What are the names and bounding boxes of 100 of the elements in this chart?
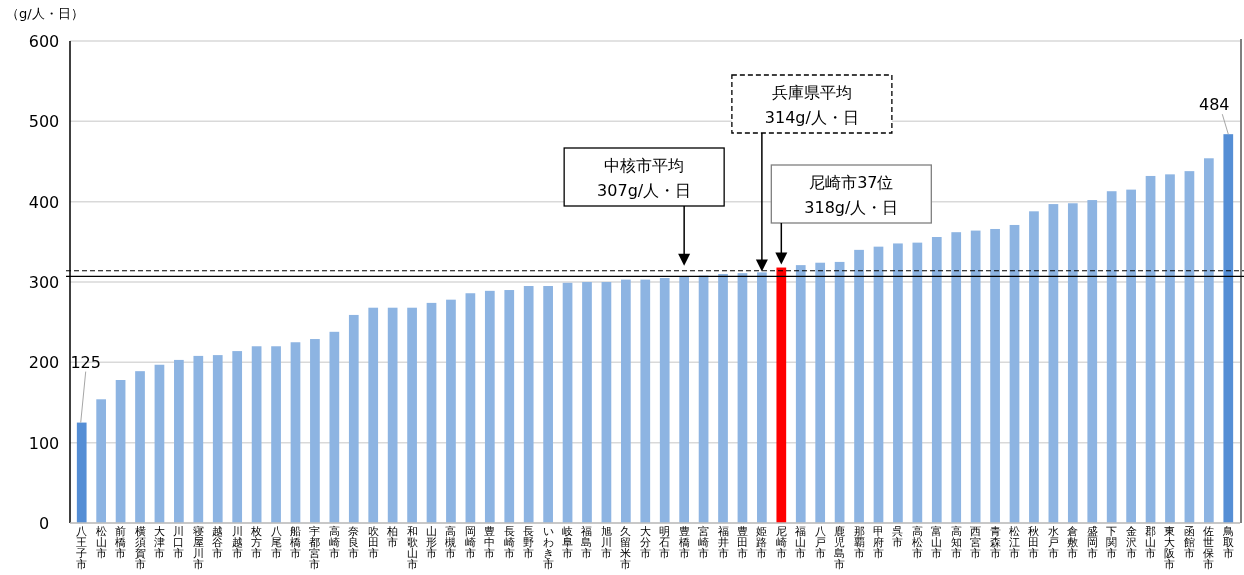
- bar: [1009, 224, 1020, 523]
- y-axis-title: （g/人・日）: [6, 6, 84, 21]
- bar: [484, 290, 495, 523]
- x-tick-label: 岡崎市: [464, 525, 476, 560]
- bar: [193, 355, 204, 523]
- y-tick-label: 400: [28, 192, 60, 212]
- x-tick-label: 福島市: [581, 525, 593, 560]
- bar: [251, 346, 262, 523]
- bar: [873, 246, 884, 523]
- y-tick-label: 600: [28, 32, 60, 51]
- y-tick-label: 300: [28, 273, 60, 292]
- bar: [232, 351, 243, 523]
- bar: [407, 307, 417, 523]
- bar: [601, 282, 612, 523]
- bar: [1184, 171, 1195, 523]
- x-tick-label: 川口市: [173, 525, 185, 560]
- x-tick-label: 山形市: [426, 525, 438, 560]
- x-tick-label: 函館市: [1183, 525, 1195, 560]
- bar: [174, 359, 184, 523]
- data-label: 125: [70, 352, 101, 372]
- bar: [562, 282, 573, 523]
- x-tick-label: 岐阜市: [562, 525, 574, 560]
- bar: [931, 237, 942, 523]
- x-tick-label: 八尾市: [270, 525, 282, 560]
- bar: [348, 314, 359, 523]
- annotation: 尼崎市37位 318g/人・日: [804, 173, 899, 217]
- x-tick-label: 姫路市: [756, 525, 768, 560]
- bar: [970, 230, 981, 523]
- annotation: 中核市平均 307g/人・日: [597, 156, 692, 200]
- x-tick-label: 川越市: [231, 525, 243, 560]
- bar: [1145, 175, 1156, 523]
- bar: [329, 331, 340, 523]
- x-tick-label: 鹿児島市: [834, 525, 846, 571]
- x-tick-label: 西宮市: [970, 525, 982, 560]
- annotation: 兵庫県平均 314g/人・日: [764, 83, 859, 127]
- x-tick-label: 下関市: [1106, 525, 1118, 560]
- y-tick-label: 200: [28, 353, 60, 373]
- bar: [290, 342, 301, 523]
- x-tick-label: 柏市: [386, 525, 399, 549]
- bar: [912, 242, 923, 523]
- x-tick-label: 横須賀市: [134, 525, 146, 571]
- x-tick-label: 高松市: [911, 525, 923, 560]
- data-label: 484: [1199, 95, 1230, 115]
- x-tick-label: 豊橋市: [678, 525, 690, 560]
- bar: [1203, 158, 1214, 523]
- bar: [854, 249, 864, 523]
- y-tick-label: 0: [38, 514, 50, 533]
- x-tick-label: 和歌山市: [406, 525, 418, 571]
- x-tick-label: 旭川市: [600, 525, 612, 560]
- x-tick-label: 福井市: [717, 525, 729, 560]
- y-tick-label: 500: [28, 112, 60, 132]
- x-tick-label: 寝屋川市: [192, 525, 204, 571]
- x-tick-label: 大津市: [153, 525, 165, 560]
- x-tick-label: 宮崎市: [698, 525, 710, 560]
- x-tick-label: 高知市: [950, 525, 962, 560]
- bar: [698, 275, 709, 523]
- x-tick-label: 吹田市: [367, 525, 379, 560]
- x-tick-label: 尼崎市: [775, 525, 787, 560]
- x-tick-label: 福山市: [795, 525, 807, 560]
- x-tick-label: 郡山市: [1145, 525, 1157, 560]
- bar: [1126, 189, 1136, 523]
- bar: [154, 364, 165, 523]
- bar: [679, 276, 690, 523]
- bar: [271, 346, 281, 523]
- x-tick-label: 明石市: [659, 525, 671, 560]
- bar: [212, 355, 223, 523]
- bar: [659, 277, 670, 523]
- bar: [387, 307, 398, 523]
- bar: [1048, 204, 1059, 523]
- x-tick-label: 松山市: [95, 525, 107, 560]
- bar: [1029, 211, 1039, 523]
- bar: [795, 265, 806, 523]
- x-tick-label: 鳥取市: [1221, 525, 1234, 560]
- bar: [1106, 191, 1117, 523]
- bar: [310, 339, 320, 523]
- x-tick-label: 長崎市: [503, 525, 515, 560]
- bar: [1067, 203, 1078, 523]
- bar: [718, 273, 728, 523]
- x-tick-label: 佐世保市: [1203, 525, 1215, 571]
- x-tick-label: 秋田市: [1028, 525, 1040, 560]
- bar: [951, 232, 962, 523]
- bar: [990, 228, 1000, 523]
- y-tick-label: 100: [28, 433, 60, 453]
- x-tick-label: 船橋市: [289, 525, 301, 560]
- x-tick-label: 大分市: [639, 525, 651, 560]
- x-tick-label: 豊中市: [484, 525, 496, 560]
- x-tick-label: 金沢市: [1125, 525, 1137, 560]
- x-tick-label: 青森市: [989, 525, 1001, 560]
- x-tick-label: 呉市: [892, 525, 904, 549]
- bar: [1223, 134, 1234, 523]
- x-tick-label: 高崎市: [328, 525, 340, 560]
- bar: [504, 290, 515, 523]
- bar: [523, 286, 534, 523]
- bar: [737, 273, 748, 523]
- x-tick-label: 盛岡市: [1086, 525, 1098, 560]
- x-tick-label: 八戸市: [814, 525, 826, 560]
- bar: [640, 279, 651, 523]
- bar: [96, 399, 107, 523]
- bar: [834, 261, 845, 523]
- x-tick-label: 甲府市: [872, 525, 884, 560]
